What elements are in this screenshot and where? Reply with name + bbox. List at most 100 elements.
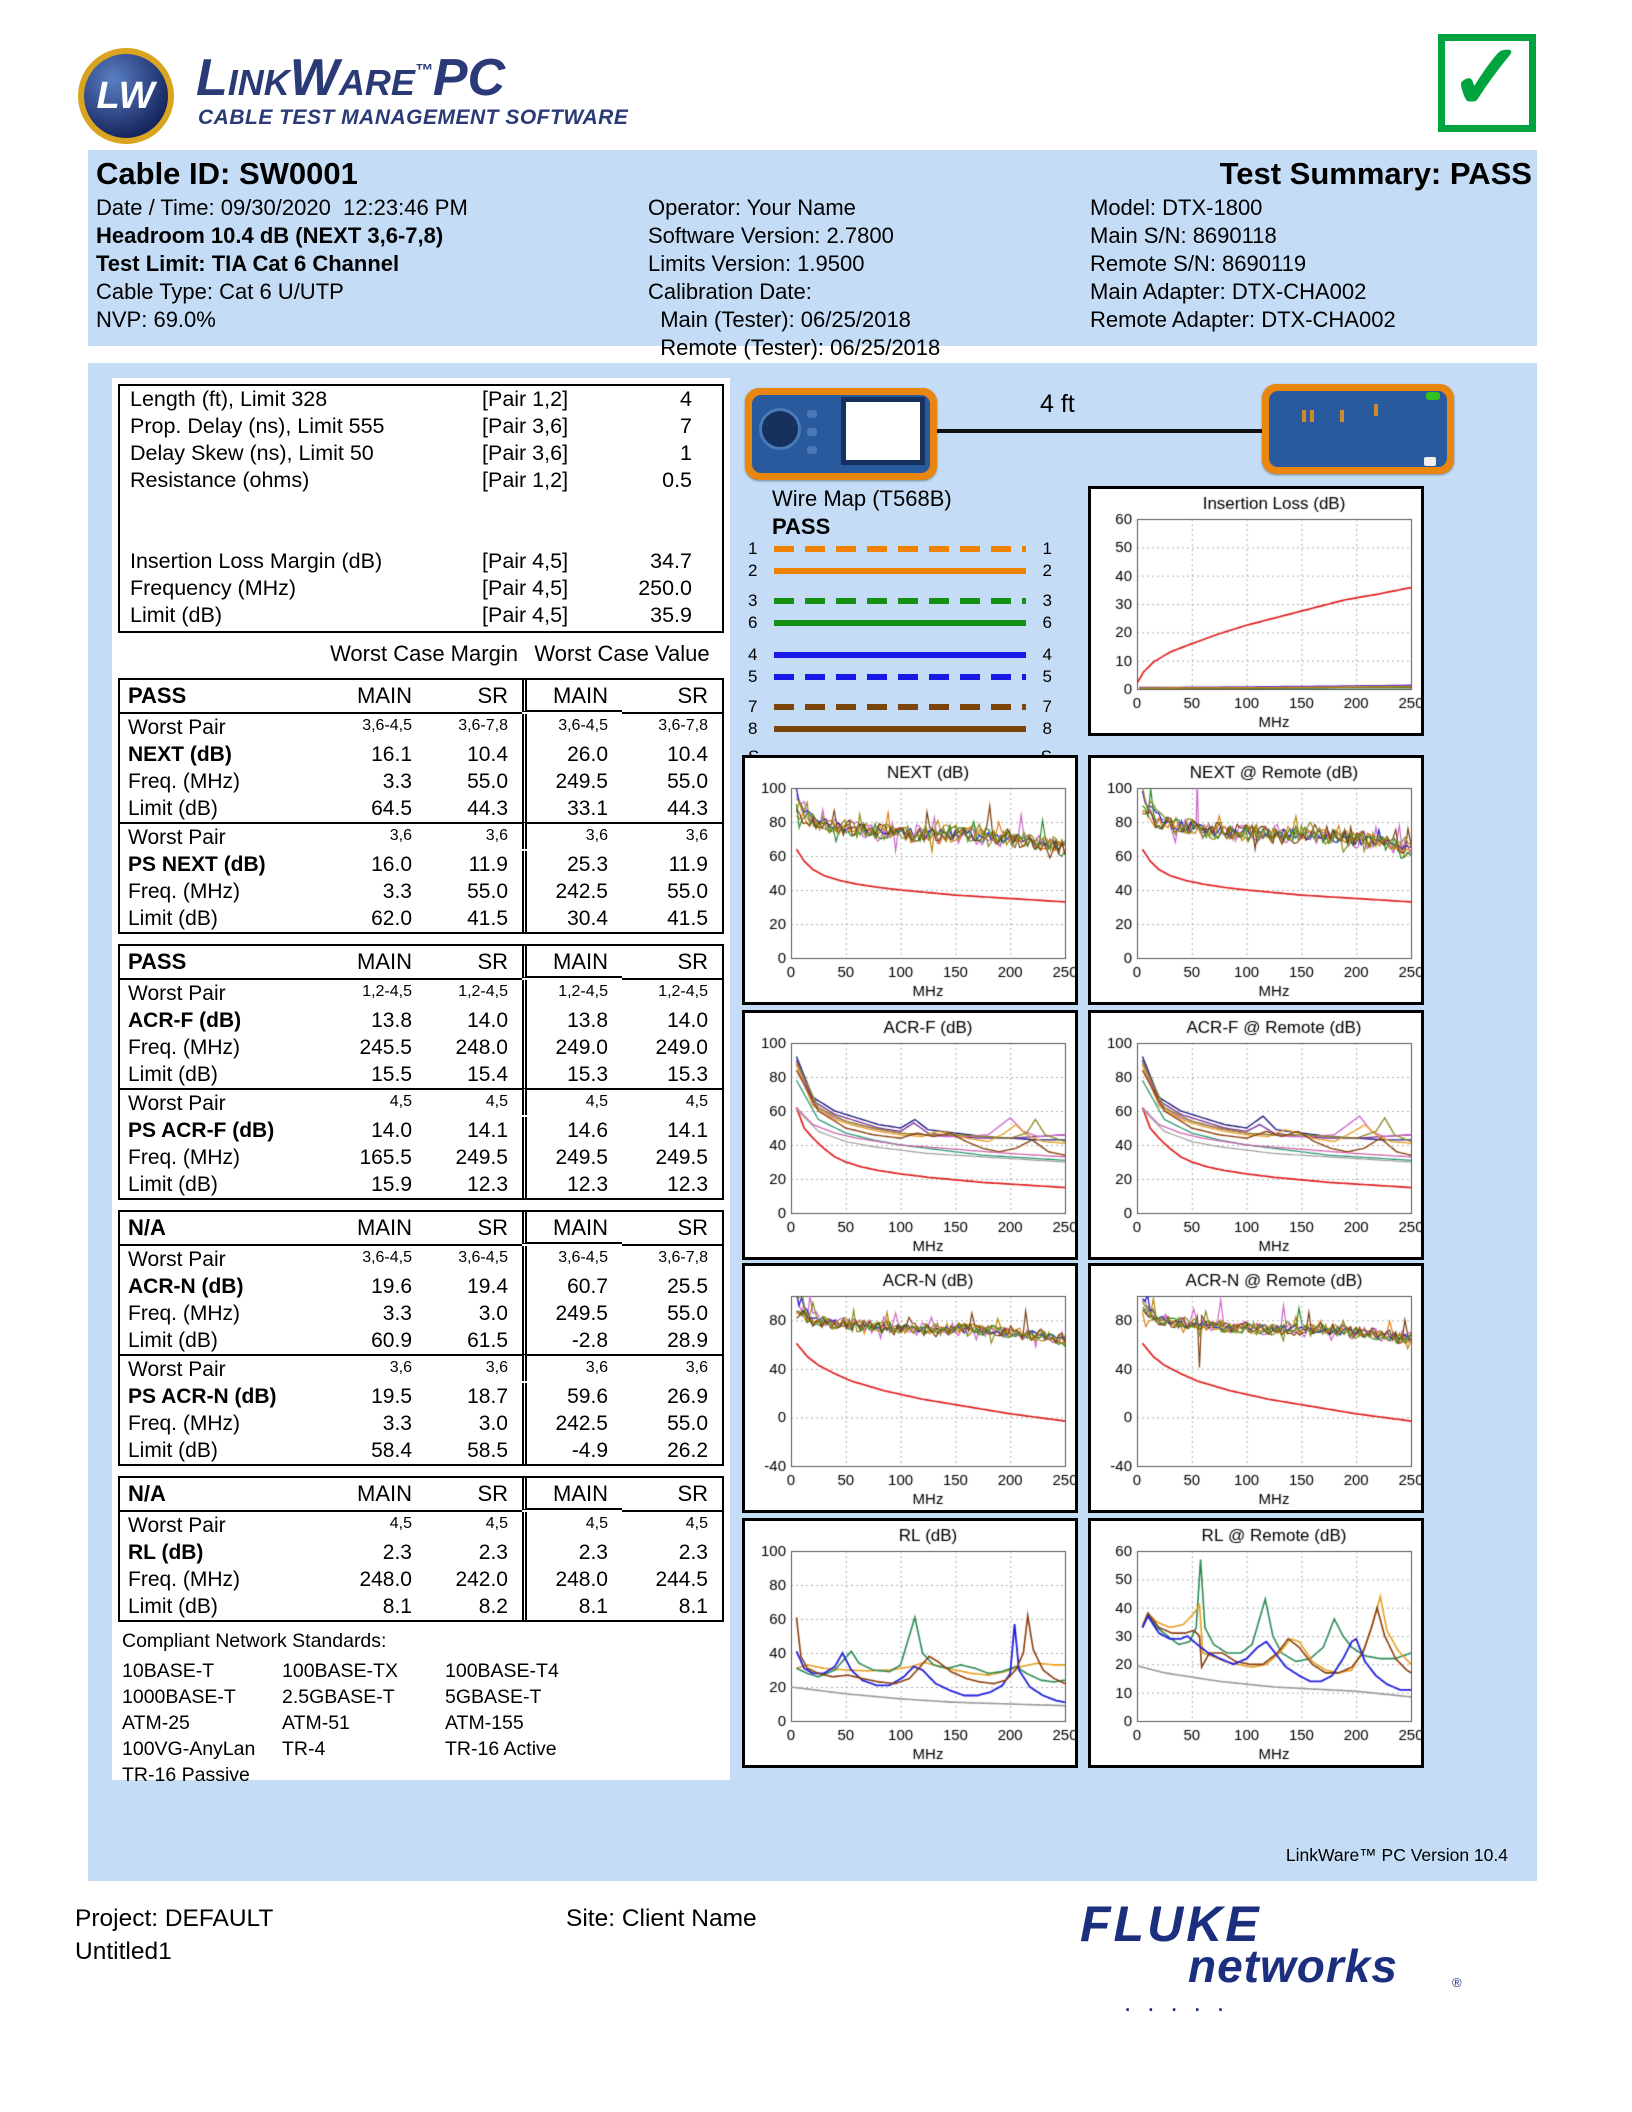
cell-value: 60.9 bbox=[371, 1329, 412, 1352]
cell-value: 3,6 bbox=[622, 1354, 722, 1383]
cell-value: 3,6-4,5 bbox=[522, 1246, 622, 1273]
tester-button bbox=[807, 446, 817, 454]
column-header: SR bbox=[426, 946, 522, 980]
row-label: Worst Pair bbox=[128, 716, 226, 739]
cell-value: 12.3 bbox=[667, 1173, 708, 1196]
table-row: Limit (dB) 64.5 44.3 33.1 44.3 bbox=[120, 795, 722, 822]
header-right-column: Model: DTX-1800 Main S/N: 8690118 Remote S… bbox=[1090, 194, 1396, 334]
pair-label: [Pair 4,5] bbox=[482, 576, 569, 600]
wire-line bbox=[774, 598, 1026, 604]
cell-value: 10.4 bbox=[667, 743, 708, 766]
cell-value: 15.9 bbox=[371, 1173, 412, 1196]
cell-value: 249.5 bbox=[655, 1146, 708, 1169]
wire-number: 7 bbox=[1042, 697, 1052, 716]
column-header: MAIN bbox=[330, 680, 426, 714]
cell-value: 15.3 bbox=[522, 1061, 622, 1088]
cable-link-line bbox=[937, 429, 1262, 433]
table-row: Limit (dB) 15.5 15.4 15.3 15.3 bbox=[120, 1061, 722, 1088]
standard-item: 100BASE-T4 bbox=[445, 1660, 559, 1682]
header-line: Test Limit: TIA Cat 6 Channel bbox=[96, 251, 400, 276]
site-label: Site: Client Name bbox=[566, 1905, 757, 1932]
summary-table: Length (ft), Limit 328 [Pair 1,2] 4 Prop. D… bbox=[118, 384, 724, 633]
table-row: NEXT (dB) 16.1 10.4 26.0 10.4 bbox=[120, 741, 722, 768]
worst-case-table-header: N/A MAIN SR MAIN SR bbox=[120, 1478, 722, 1512]
cell-value: 2.3 bbox=[678, 1541, 708, 1564]
table-row: Limit (dB) 62.0 41.5 30.4 41.5 bbox=[120, 905, 722, 932]
row-label: Freq. (MHz) bbox=[128, 1302, 240, 1325]
wire-line bbox=[774, 674, 1026, 680]
measurement-label: Frequency (MHz) bbox=[130, 576, 297, 600]
cell-value: 3.0 bbox=[478, 1412, 508, 1435]
table-row: Limit (dB) 15.9 12.3 12.3 12.3 bbox=[120, 1171, 722, 1198]
cell-value: 4,5 bbox=[330, 1088, 426, 1117]
cell-value: 55.0 bbox=[467, 880, 508, 903]
worst-case-table: PASS MAIN SR MAIN SR Worst Pair 3,6-4,5 3,6-7,8… bbox=[118, 678, 724, 934]
cell-value: 248.0 bbox=[522, 1566, 622, 1593]
fluke-wordmark: FLUKE bbox=[1080, 1896, 1262, 1952]
chart-next-remote bbox=[1088, 755, 1424, 1005]
pair-label: [Pair 3,6] bbox=[482, 441, 569, 465]
logo-pc: PC bbox=[432, 49, 506, 107]
column-header: MAIN bbox=[522, 680, 622, 712]
wire-number: 8 bbox=[748, 719, 758, 738]
cell-value: 28.9 bbox=[667, 1329, 708, 1352]
standards-column-3: 100BASE-T4 5GBASE-T ATM-155 TR-16 Active bbox=[445, 1658, 559, 1762]
wire-number: 1 bbox=[1042, 539, 1052, 558]
wire-number: 2 bbox=[748, 561, 758, 580]
wire-number: 3 bbox=[1042, 591, 1052, 610]
cell-value: 3,6-7,8 bbox=[658, 717, 708, 734]
cell-value: 1,2-4,5 bbox=[658, 983, 708, 1000]
cell-value: 19.6 bbox=[371, 1275, 412, 1298]
header-line: Calibration Date: bbox=[648, 279, 812, 304]
wire-number: 5 bbox=[1042, 667, 1052, 686]
summary-row: Length (ft), Limit 328 [Pair 1,2] 4 bbox=[120, 386, 722, 413]
measurement-value: 34.7 bbox=[650, 549, 692, 573]
compliant-standards-title: Compliant Network Standards: bbox=[122, 1630, 387, 1652]
standard-item: 5GBASE-T bbox=[445, 1686, 542, 1708]
standard-item: 2.5GBASE-T bbox=[282, 1686, 395, 1708]
cell-value: 55.0 bbox=[667, 770, 708, 793]
wire-number: 4 bbox=[748, 645, 758, 664]
row-label: RL (dB) bbox=[128, 1541, 204, 1564]
header-line: Remote S/N: 8690119 bbox=[1090, 251, 1307, 276]
row-label: Worst Pair bbox=[120, 822, 330, 851]
cell-value: 248.0 bbox=[359, 1568, 412, 1591]
column-header: MAIN bbox=[522, 1212, 622, 1244]
cell-value: 59.6 bbox=[522, 1383, 622, 1410]
cell-value: 44.3 bbox=[667, 797, 708, 820]
column-header: MAIN bbox=[522, 1478, 622, 1510]
cell-value: 58.4 bbox=[371, 1439, 412, 1462]
cell-value: 2.3 bbox=[478, 1541, 508, 1564]
standard-item: ATM-51 bbox=[282, 1712, 350, 1734]
cell-value: 62.0 bbox=[371, 907, 412, 930]
cell-value: 44.3 bbox=[467, 797, 508, 820]
table-row: Limit (dB) 8.1 8.2 8.1 8.1 bbox=[120, 1593, 722, 1620]
cell-value: 30.4 bbox=[522, 905, 622, 932]
row-label: Worst Pair bbox=[128, 1514, 226, 1537]
standard-item: TR-16 Passive bbox=[122, 1764, 250, 1786]
table-row: Limit (dB) 60.9 61.5 -2.8 28.9 bbox=[120, 1327, 722, 1354]
cell-value: 55.0 bbox=[667, 1302, 708, 1325]
table-row: Freq. (MHz) 248.0 242.0 248.0 244.5 bbox=[120, 1566, 722, 1593]
cell-value: 2.3 bbox=[522, 1539, 622, 1566]
check-glyph: ✓ bbox=[1448, 27, 1526, 129]
cell-value: 1,2-4,5 bbox=[458, 983, 508, 1000]
chart-rl-remote bbox=[1088, 1518, 1424, 1768]
worst-case-value-header: Worst Case Value bbox=[534, 641, 710, 666]
cell-value: 3,6-7,8 bbox=[658, 1249, 708, 1266]
cell-value: 8.1 bbox=[382, 1595, 412, 1618]
row-label: ACR-F (dB) bbox=[128, 1009, 242, 1032]
project-label: Project: DEFAULT bbox=[75, 1905, 274, 1932]
wire-number: 8 bbox=[1042, 719, 1052, 738]
cell-value: 26.9 bbox=[667, 1385, 708, 1408]
wire-number: 6 bbox=[1042, 613, 1052, 632]
chart-acrf bbox=[742, 1010, 1078, 1260]
wire-number: 5 bbox=[748, 667, 758, 686]
cell-value: 15.4 bbox=[467, 1063, 508, 1086]
standards-column-2: 100BASE-TX 2.5GBASE-T ATM-51 TR-4 bbox=[282, 1658, 398, 1762]
cable-id: Cable ID: SW0001 bbox=[96, 156, 358, 191]
